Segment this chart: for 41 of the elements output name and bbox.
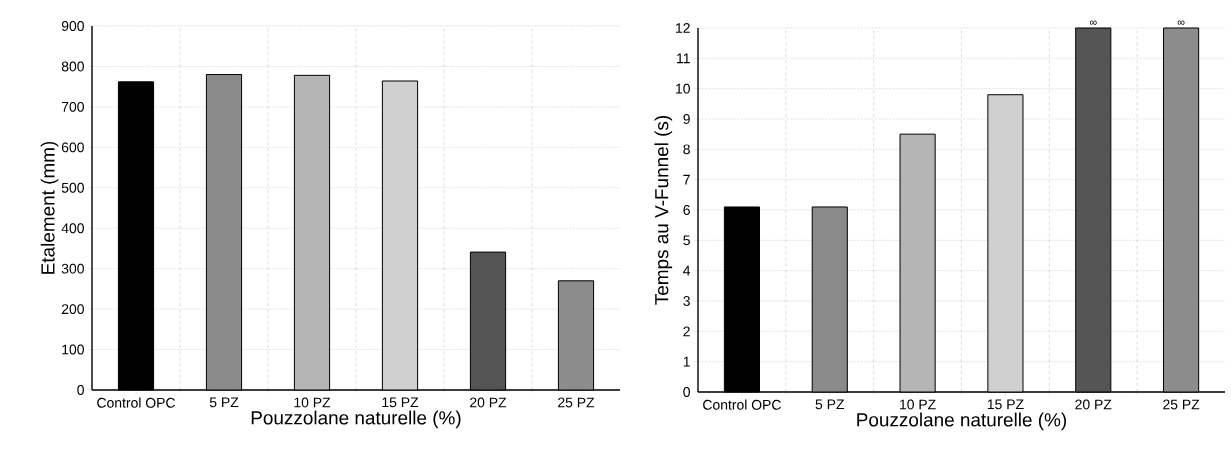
y-tick-label: 1	[683, 356, 690, 367]
y-tick-label: 300	[61, 263, 84, 274]
x-tick-label: 15 PZ	[987, 399, 1024, 410]
x-tick-label: 20 PZ	[1075, 399, 1112, 410]
y-tick-label: 3	[683, 296, 690, 306]
x-axis-title: Pouzzolane naturelle (%)	[857, 412, 1067, 431]
y-tick-label: 6	[683, 205, 690, 215]
y-tick-label: 0	[77, 385, 84, 395]
data-label: ∞	[1089, 20, 1097, 25]
y-axis-title: Etalement (mm)	[40, 141, 59, 274]
x-tick-label: 25 PZ	[558, 397, 595, 408]
y-tick-label: 500	[61, 182, 84, 193]
y-tick-label: 600	[61, 142, 84, 153]
x-tick-label: 20 PZ	[470, 397, 507, 408]
x-tick-label: Control OPC	[703, 399, 781, 410]
y-tick-label: 0	[683, 387, 690, 397]
x-axis-title: Pouzzolane naturelle (%)	[251, 410, 461, 429]
y-tick-label: 11	[677, 53, 690, 64]
x-tick-label: 5 PZ	[815, 399, 845, 410]
x-tick-label: Control OPC	[97, 397, 175, 408]
y-tick-label: 200	[61, 304, 84, 315]
y-tick-label: 7	[683, 174, 690, 185]
x-tick-label: 10 PZ	[900, 399, 936, 410]
y-axis-title: Temps au V-Funnel (s)	[654, 116, 673, 305]
x-tick-label: 10 PZ	[294, 397, 331, 408]
y-tick-label: 8	[683, 144, 690, 155]
y-tick-label: 100	[62, 344, 84, 355]
y-tick-label: 4	[683, 265, 691, 276]
y-tick-label: 12	[676, 23, 690, 33]
y-tick-label: 10	[676, 83, 690, 94]
y-tick-label: 400	[61, 223, 84, 234]
data-label: ∞	[1177, 20, 1185, 25]
x-tick-label: 15 PZ	[382, 397, 419, 408]
y-tick-label: 900	[61, 21, 84, 31]
y-tick-label: 800	[61, 61, 84, 72]
y-tick-label: 5	[683, 235, 690, 246]
y-tick-label: 2	[683, 326, 690, 337]
x-tick-label: 25 PZ	[1163, 399, 1200, 410]
y-tick-label: 700	[61, 101, 84, 112]
y-tick-label: 9	[683, 114, 690, 124]
x-tick-label: 5 PZ	[209, 397, 239, 408]
